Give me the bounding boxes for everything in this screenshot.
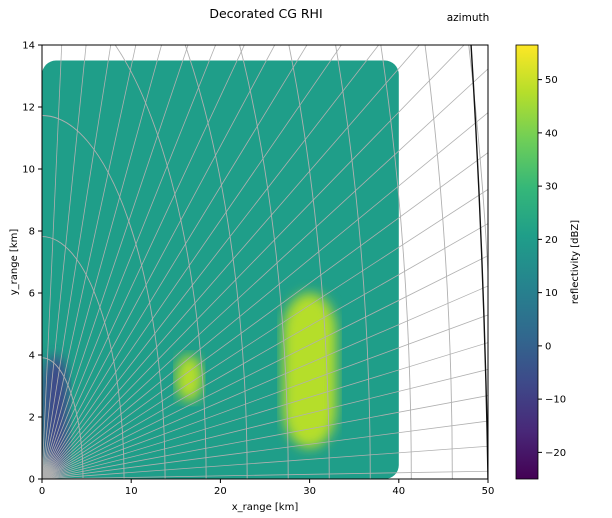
elevation-ray <box>42 68 488 479</box>
plot-area <box>42 45 488 479</box>
range-ring <box>42 357 84 479</box>
elevation-ray <box>42 45 308 479</box>
x-tick-label: 10 <box>125 486 138 497</box>
azimuth-line <box>470 45 488 479</box>
colorbar-tick-label: 40 <box>545 128 558 139</box>
x-axis-label: x_range [km] <box>232 502 299 513</box>
x-tick-label: 20 <box>214 486 227 497</box>
y-tick-label: 8 <box>29 227 35 238</box>
elevation-ray <box>42 420 488 479</box>
elevation-ray <box>42 369 488 479</box>
elevation-ray <box>42 45 112 479</box>
y-axis: 0 2 4 6 8 10 12 14 <box>22 41 42 486</box>
echo-region-base <box>42 60 399 479</box>
colorbar-ticks: −20 −10 0 10 20 30 40 50 <box>538 75 566 459</box>
elevation-ray <box>42 470 488 479</box>
y-axis-label: y_range [km] <box>9 229 20 296</box>
range-ring <box>184 45 248 479</box>
elevation-ray <box>42 45 465 479</box>
plot-frame <box>41 44 489 480</box>
elevation-ray <box>42 314 488 479</box>
elevation-ray <box>42 45 63 479</box>
y-tick-label: 0 <box>29 475 35 486</box>
elevation-ray <box>42 285 488 479</box>
y-tick-label: 12 <box>22 103 35 114</box>
colorbar-tick-label: 50 <box>545 75 558 86</box>
range-ring <box>42 114 166 479</box>
y-tick-label: 14 <box>22 41 35 52</box>
x-tick-label: 0 <box>39 486 45 497</box>
elevation-ray <box>42 223 488 479</box>
elevation-ray <box>42 342 488 479</box>
range-ring <box>239 45 289 479</box>
range-ring <box>42 236 125 479</box>
colorbar-tick-label: 30 <box>545 182 558 193</box>
elevation-ray <box>42 395 488 479</box>
elevation-ray <box>42 152 488 479</box>
colorbar-tick-label: 10 <box>545 288 558 299</box>
elevation-ray <box>42 45 87 479</box>
elevation-ray <box>42 45 189 479</box>
chart-title: Decorated CG RHI <box>209 6 322 21</box>
x-tick-label: 50 <box>482 486 495 497</box>
x-tick-label: 40 <box>392 486 405 497</box>
elevation-ray <box>42 188 488 479</box>
colorbar <box>515 44 539 480</box>
y-tick-label: 2 <box>29 413 35 424</box>
elevation-ray <box>42 112 488 479</box>
y-tick-label: 10 <box>22 165 35 176</box>
colorbar-label: reflectivity [dBZ] <box>570 220 581 304</box>
elevation-ray <box>42 45 420 479</box>
x-axis: 0 10 20 30 40 50 <box>39 479 495 497</box>
elevation-ray <box>42 45 137 479</box>
colorbar-tick-label: 20 <box>545 235 558 246</box>
echo-core <box>282 293 337 448</box>
elevation-ray <box>42 445 488 479</box>
colorbar-tick-label: 0 <box>545 341 551 352</box>
elevation-ray <box>42 255 488 479</box>
reflectivity-field <box>42 60 399 479</box>
elevation-ray <box>42 45 380 479</box>
elevation-ray <box>42 45 342 479</box>
azimuth-label: azimuth <box>447 12 490 24</box>
elevation-ray <box>42 45 217 479</box>
curvilinear-grid <box>42 45 488 479</box>
y-tick-label: 4 <box>29 351 35 362</box>
x-tick-label: 30 <box>303 486 316 497</box>
y-tick-label: 6 <box>29 289 35 300</box>
colorbar-tick-label: −10 <box>545 395 566 406</box>
range-ring <box>114 45 207 479</box>
range-ring <box>288 45 330 479</box>
elevation-ray <box>42 45 245 479</box>
elevation-ray <box>42 45 276 479</box>
colorbar-tick-label: −20 <box>545 448 566 459</box>
